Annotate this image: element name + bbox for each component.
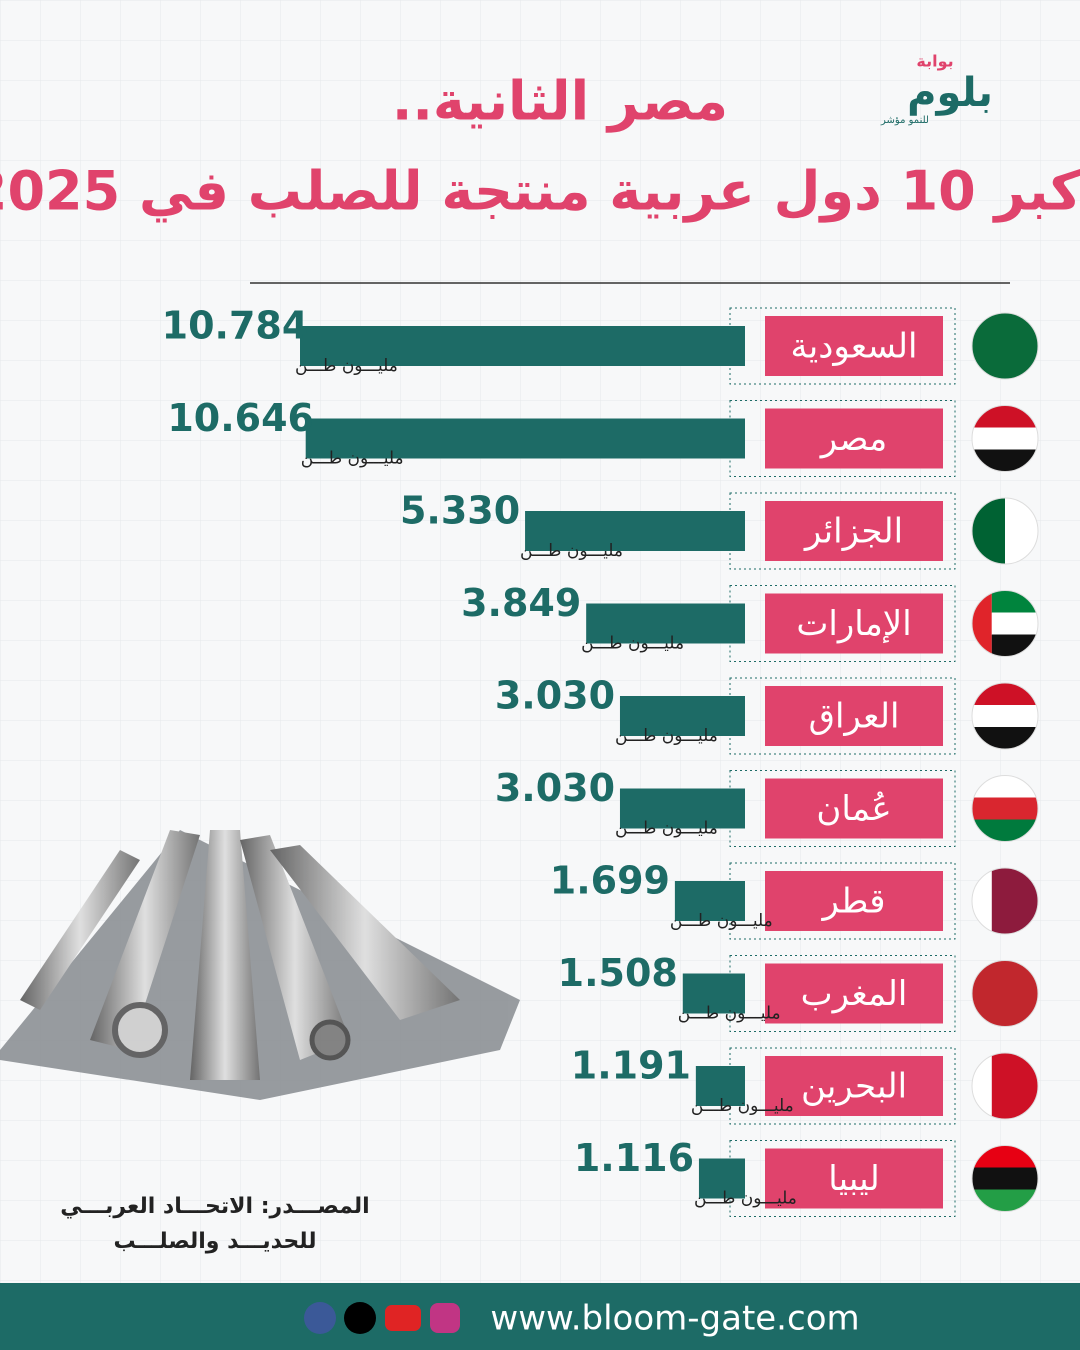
bar — [525, 511, 745, 551]
value-label: 3.030 — [495, 674, 615, 718]
value-label: 3.849 — [461, 581, 581, 625]
unit-label: مليـــون طـــن — [581, 634, 684, 654]
bar — [300, 326, 745, 366]
value-label: 1.699 — [550, 859, 670, 903]
source-line: المصـــدر: الاتحـــاد العربـــي — [60, 1194, 369, 1219]
flag-border — [971, 867, 1039, 935]
label-box — [765, 963, 943, 1024]
flag-border — [971, 1052, 1039, 1120]
flag-stripe — [972, 727, 1038, 749]
logo: بوابة بلوم للنمو مؤشر — [880, 52, 993, 127]
category-label: قطر — [821, 882, 886, 922]
bar — [586, 603, 745, 644]
value-label: 10.646 — [167, 396, 314, 440]
category-label: ليبيا — [828, 1159, 880, 1199]
unit-label: مليـــون طـــن — [295, 356, 398, 376]
unit-label: مليـــون طـــن — [520, 541, 623, 561]
flag-stripe — [972, 405, 1038, 428]
flag — [972, 683, 1038, 749]
unit-label: مليـــون طـــن — [691, 1096, 794, 1116]
label-box — [765, 408, 943, 469]
category-label: الإمارات — [796, 604, 911, 644]
steel-illustration — [0, 830, 520, 1100]
flag-stripe — [972, 960, 1038, 1027]
bar — [619, 696, 745, 736]
category-label: مصر — [819, 419, 887, 459]
flag-stripe — [972, 427, 1038, 450]
value-label: 5.330 — [400, 489, 520, 533]
flag-border — [971, 960, 1039, 1027]
subtitle: أكبر 10 دول عربية منتجة للصلب في 2025 — [0, 156, 1080, 223]
flag-stripe — [972, 775, 1038, 798]
flag-stripe — [972, 590, 992, 657]
flag-stripe — [972, 313, 1038, 379]
label-box — [765, 686, 943, 746]
flag-border — [971, 590, 1039, 657]
label-box — [765, 778, 943, 839]
social-icons — [304, 1302, 460, 1334]
flag — [972, 405, 1038, 472]
flag — [972, 1145, 1038, 1212]
website: www.bloom-gate.com — [490, 1299, 859, 1339]
flag-stripe — [972, 1189, 1038, 1212]
value-label: 1.191 — [571, 1044, 691, 1088]
value-label: 1.508 — [558, 951, 678, 995]
label-box — [765, 871, 943, 931]
footer — [0, 1283, 1080, 1350]
category-label: الجزائر — [803, 512, 903, 552]
label-box — [765, 593, 943, 654]
category-label: المغرب — [801, 974, 908, 1014]
label-box — [765, 316, 943, 376]
unit-label: مليـــون طـــن — [694, 1189, 797, 1209]
source-line: للحديـــد والصلـــب — [114, 1229, 317, 1254]
flag — [972, 313, 1038, 379]
bar — [305, 418, 745, 459]
flag-stripe — [991, 612, 1038, 635]
flag-stripe — [972, 819, 1038, 842]
logo-name: بلوم — [907, 70, 993, 116]
bar — [619, 788, 745, 829]
label-box — [765, 1056, 943, 1116]
value-label: 3.030 — [495, 766, 615, 810]
bar — [674, 881, 745, 921]
value-label: 10.784 — [162, 304, 309, 348]
category-label: العراق — [809, 697, 900, 737]
title: مصر الثانية.. — [392, 70, 728, 133]
flag-border — [971, 405, 1039, 472]
unit-label: مليـــون طـــن — [615, 726, 718, 746]
value-label: 1.116 — [574, 1136, 694, 1180]
unit-label: مليـــون طـــن — [670, 911, 773, 931]
logo-top: بوابة — [916, 52, 953, 71]
flag-stripe — [972, 1167, 1038, 1190]
source: المصـــدر: الاتحـــاد العربـــي للحديـــ… — [60, 1194, 369, 1254]
unit-label: مليـــون طـــن — [678, 1004, 781, 1024]
flag-stripe — [972, 1053, 992, 1119]
flag-stripe — [972, 683, 1038, 706]
category-label: البحرين — [801, 1067, 907, 1107]
unit-label: مليـــون طـــن — [615, 819, 718, 839]
bar — [695, 1066, 745, 1106]
flag-border — [971, 682, 1039, 750]
flag-border — [971, 497, 1039, 565]
flag-border — [971, 775, 1039, 842]
flag-stripe — [972, 1145, 1038, 1168]
label-box — [765, 1148, 943, 1209]
flag-stripe — [972, 868, 992, 934]
flag-stripe — [972, 705, 1038, 728]
flag-border — [971, 1145, 1039, 1212]
label-box — [765, 501, 943, 561]
category-label: عُمان — [816, 789, 891, 829]
bar — [682, 973, 745, 1014]
category-label: السعودية — [791, 327, 918, 367]
unit-label: مليـــون طـــن — [301, 449, 404, 469]
flag — [972, 775, 1038, 842]
flag-stripe — [972, 797, 1038, 820]
flag — [972, 590, 1038, 657]
bar — [698, 1158, 745, 1199]
flag — [972, 960, 1038, 1027]
flag-border — [971, 312, 1039, 380]
logo-tagline: للنمو مؤشر — [880, 115, 929, 126]
flag-stripe — [972, 449, 1038, 472]
